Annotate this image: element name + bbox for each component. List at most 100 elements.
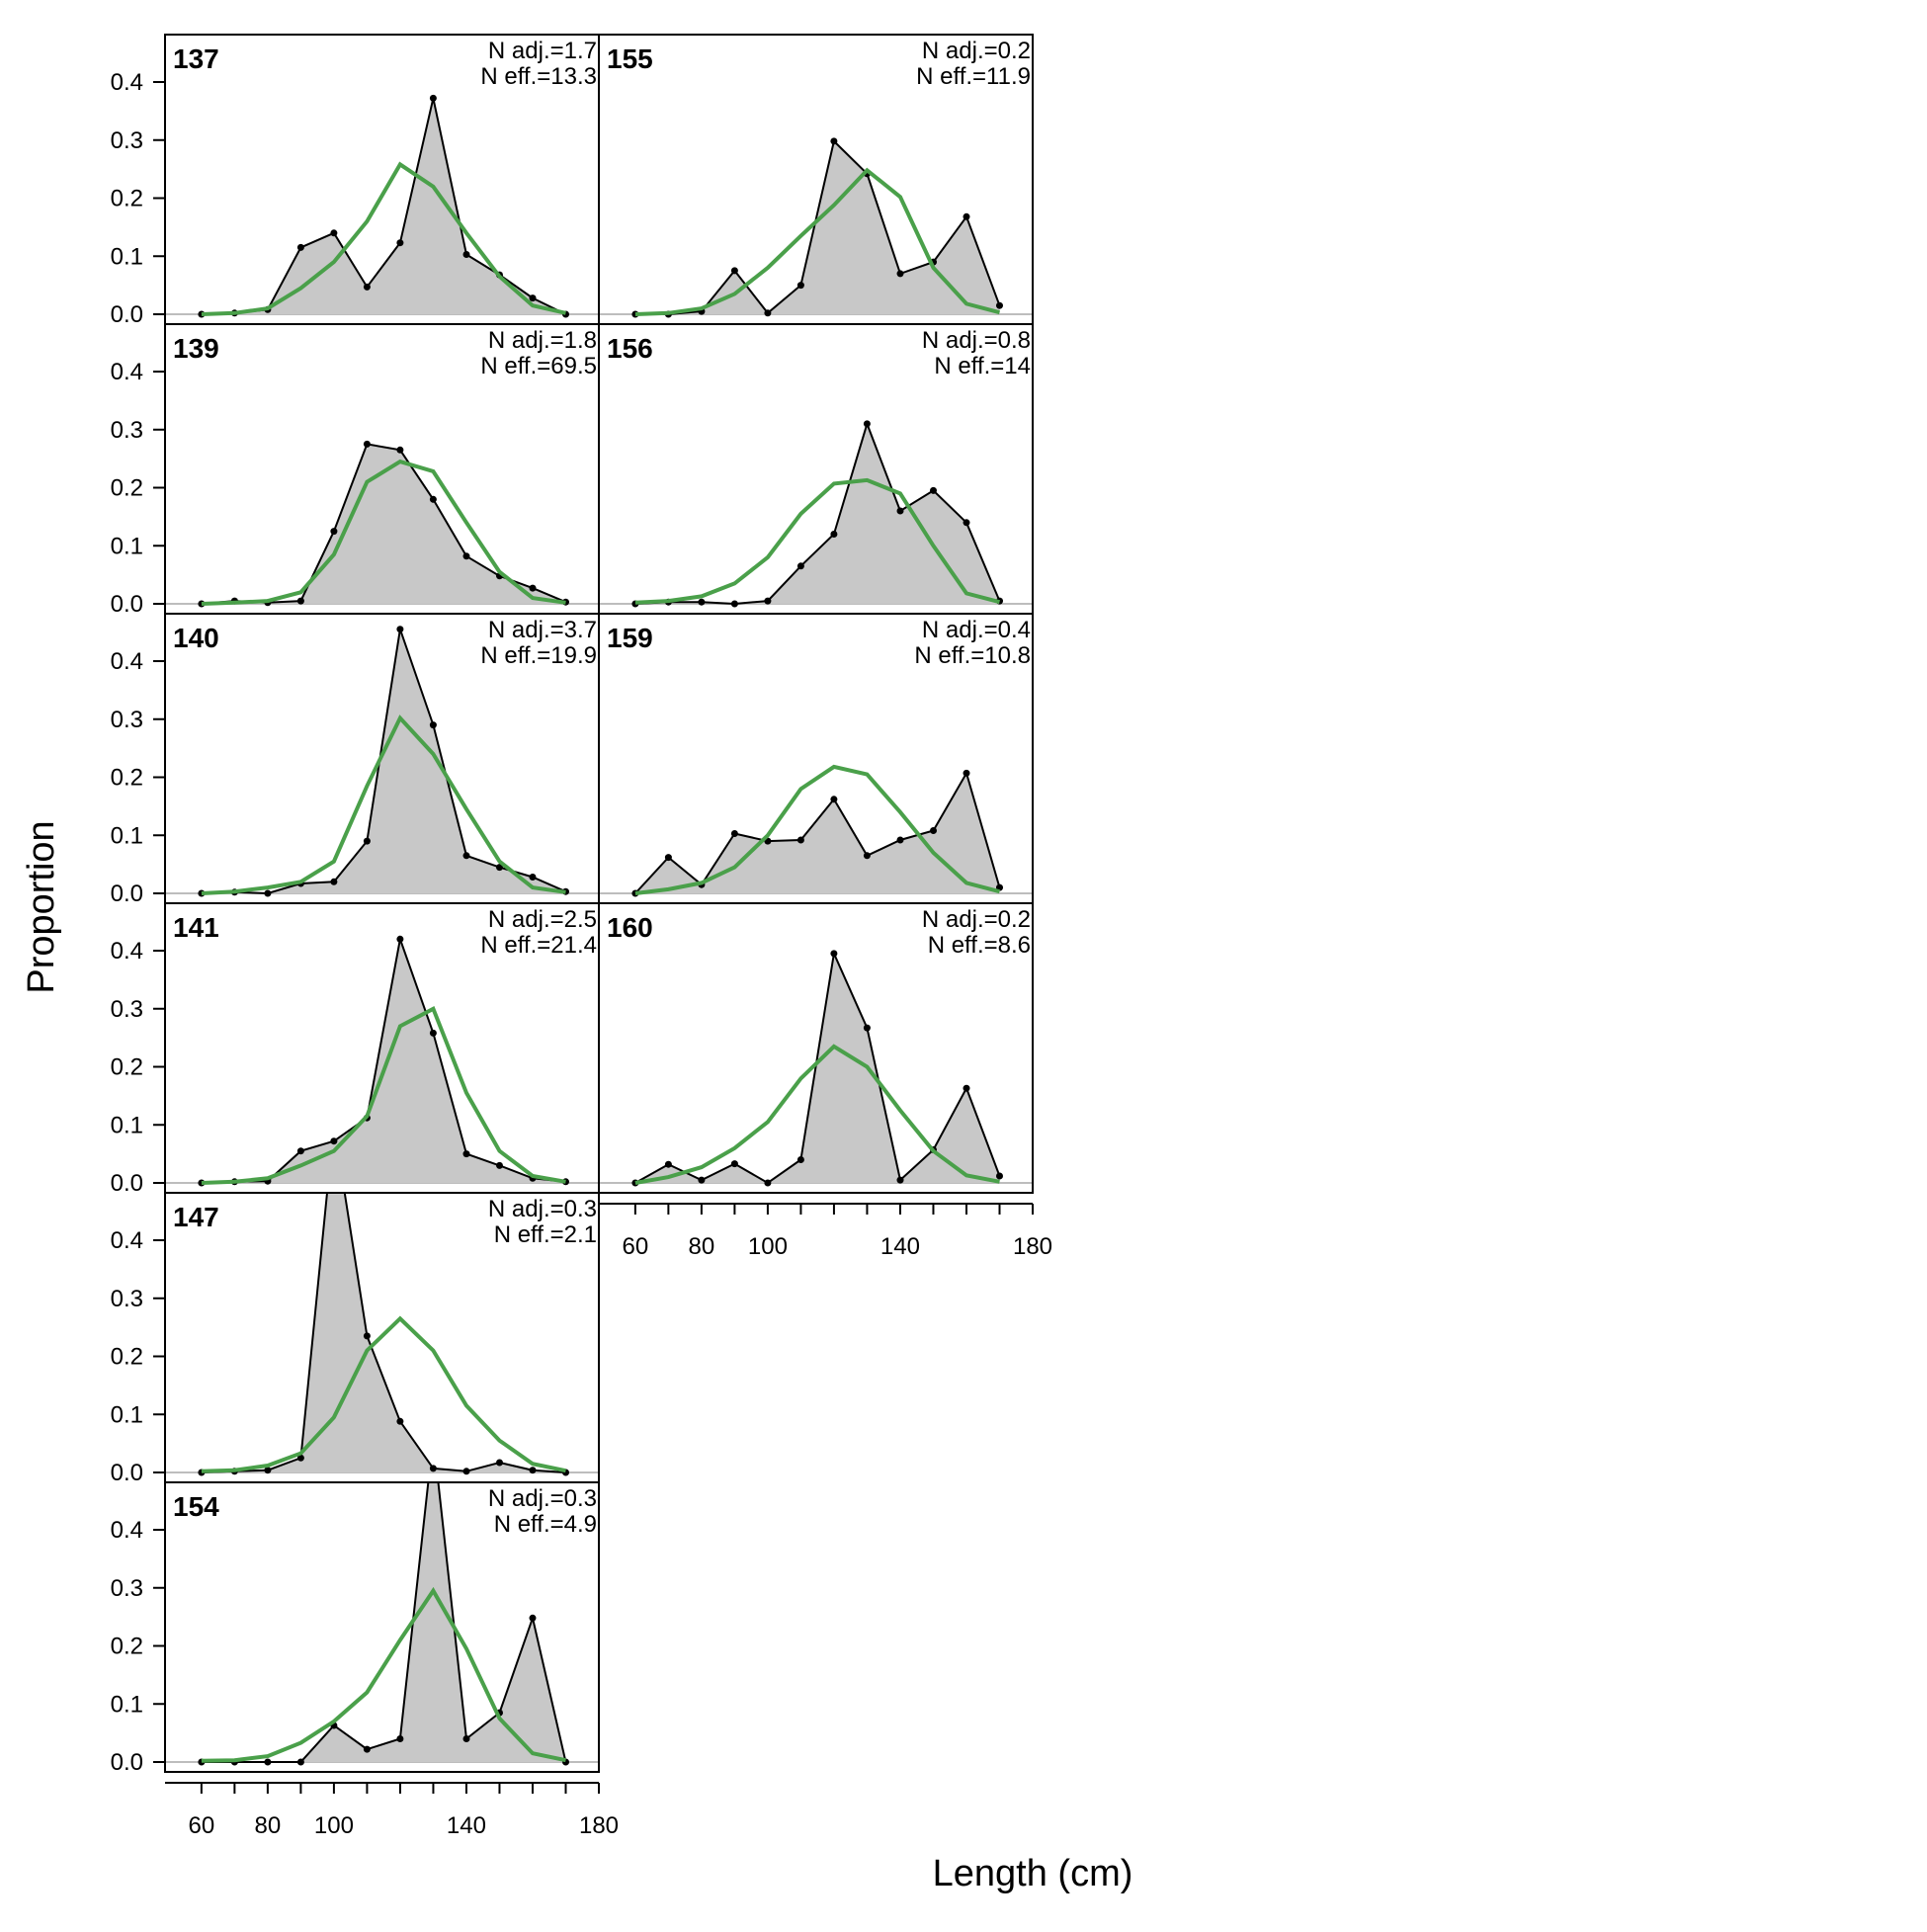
- observed-line: [201, 1193, 566, 1473]
- observed-point: [963, 519, 970, 527]
- observed-point: [996, 1172, 1003, 1180]
- n-adj-label: N adj.=0.2: [922, 906, 1031, 933]
- y-tick-label: 0.3: [111, 1575, 143, 1602]
- observed-point: [496, 1459, 503, 1467]
- observed-point: [830, 796, 838, 803]
- panel-label: 141: [173, 912, 219, 943]
- n-adj-label: N adj.=0.3: [488, 1196, 597, 1222]
- observed-point: [429, 1465, 437, 1472]
- n-adj-label: N adj.=0.4: [922, 617, 1031, 643]
- panel-plot-area: [165, 94, 599, 318]
- observed-point: [730, 1160, 738, 1168]
- n-adj-label: N adj.=2.5: [488, 906, 597, 933]
- observed-point: [296, 1758, 304, 1766]
- y-axis-title: Proportion: [21, 820, 62, 993]
- y-tick-label: 0.4: [111, 69, 143, 96]
- n-eff-label: N eff.=13.3: [480, 63, 597, 90]
- observed-point: [764, 309, 772, 317]
- observed-point: [363, 283, 371, 291]
- panel-plot-area: [599, 764, 1033, 897]
- panel-140: 140 N adj.=3.7N eff.=19.9 0.0 0.1 0.2 0.3 0.4: [111, 613, 600, 907]
- y-tick-label: 0.1: [111, 1691, 143, 1718]
- observed-point: [796, 1156, 804, 1163]
- panel-159: 159 N adj.=0.4N eff.=10.8: [598, 613, 1034, 904]
- observed-point: [396, 1735, 404, 1742]
- observed-point: [730, 600, 738, 608]
- observed-point: [264, 889, 272, 897]
- observed-point: [963, 769, 970, 777]
- expected-line: [201, 714, 566, 895]
- observed-point: [462, 1150, 470, 1158]
- expected-line: [201, 1315, 566, 1473]
- panel-plot-area: [599, 137, 1033, 318]
- panel-plot-area: [165, 1434, 599, 1766]
- n-eff-label: N eff.=2.1: [494, 1221, 597, 1248]
- axes-layer: 60 80 100 140 180 60 80 100 140 180: [165, 1203, 1052, 1839]
- y-tick-label: 0.4: [111, 1517, 143, 1544]
- observed-point: [296, 1147, 304, 1155]
- observed-point: [698, 1176, 706, 1184]
- y-tick-label: 0.3: [111, 417, 143, 444]
- panel-plot-area: [165, 440, 599, 608]
- x-tick-label: 60: [623, 1233, 649, 1260]
- panel-137: 137 N adj.=1.7N eff.=13.3 0.0 0.1 0.2 0.3 0.4: [111, 34, 600, 328]
- expected-line: [634, 167, 1001, 316]
- n-eff-label: N eff.=10.8: [914, 642, 1031, 669]
- observed-line: [634, 138, 1001, 315]
- observed-point: [429, 495, 437, 503]
- observed-point: [896, 270, 904, 278]
- observed-point: [930, 827, 937, 834]
- observed-point: [462, 251, 470, 258]
- x-tick-label: 100: [748, 1233, 788, 1260]
- panel-frame: [598, 902, 1034, 1194]
- x-tick-label: 60: [189, 1812, 215, 1839]
- observed-point: [363, 1745, 371, 1753]
- observed-area: [201, 444, 566, 604]
- observed-point: [330, 878, 338, 885]
- observed-point: [363, 1332, 371, 1340]
- n-eff-label: N eff.=19.9: [480, 642, 597, 669]
- observed-point: [863, 852, 871, 860]
- observed-point: [396, 446, 404, 454]
- observed-point: [429, 1029, 437, 1037]
- x-axis-col-1: 60 80 100 140 180: [165, 1782, 619, 1839]
- observed-point: [429, 721, 437, 729]
- panel-label: 156: [607, 333, 653, 364]
- observed-point: [396, 239, 404, 247]
- expected-line: [634, 764, 1001, 895]
- y-tick-label: 0.0: [111, 1460, 143, 1486]
- observed-area: [634, 140, 1000, 314]
- observed-point: [296, 243, 304, 251]
- observed-point: [462, 852, 470, 860]
- observed-point: [896, 1176, 904, 1184]
- panel-154: 154 N adj.=0.3N eff.=4.9 0.0 0.1 0.2 0.3 0.4: [111, 1434, 600, 1776]
- panel-160: 160 N adj.=0.2N eff.=8.6: [598, 902, 1034, 1194]
- expected-line: [201, 459, 566, 606]
- x-tick-label: 100: [314, 1812, 354, 1839]
- panel-label: 159: [607, 623, 653, 653]
- observed-point: [863, 420, 871, 428]
- panel-label: 154: [173, 1491, 219, 1522]
- observed-point: [664, 854, 672, 862]
- panel-156: 156 N adj.=0.8N eff.=14: [598, 323, 1034, 615]
- expected-line: [634, 1044, 1000, 1185]
- panel-label: 139: [173, 333, 219, 364]
- y-tick-label: 0.0: [111, 591, 143, 618]
- n-eff-label: N eff.=8.6: [928, 932, 1031, 959]
- observed-point: [396, 626, 404, 633]
- observed-point: [930, 486, 937, 494]
- panel-label: 155: [607, 43, 653, 74]
- x-tick-label: 140: [447, 1812, 486, 1839]
- y-tick-label: 0.0: [111, 881, 143, 907]
- observed-point: [963, 212, 970, 220]
- panel-155: 155 N adj.=0.2N eff.=11.9: [598, 34, 1034, 325]
- y-tick-label: 0.1: [111, 822, 143, 849]
- observed-point: [430, 1434, 437, 1441]
- observed-line: [201, 1482, 567, 1763]
- observed-line: [634, 420, 1001, 606]
- y-tick-label: 0.1: [111, 533, 143, 559]
- observed-point: [529, 874, 537, 881]
- y-tick-label: 0.2: [111, 765, 143, 792]
